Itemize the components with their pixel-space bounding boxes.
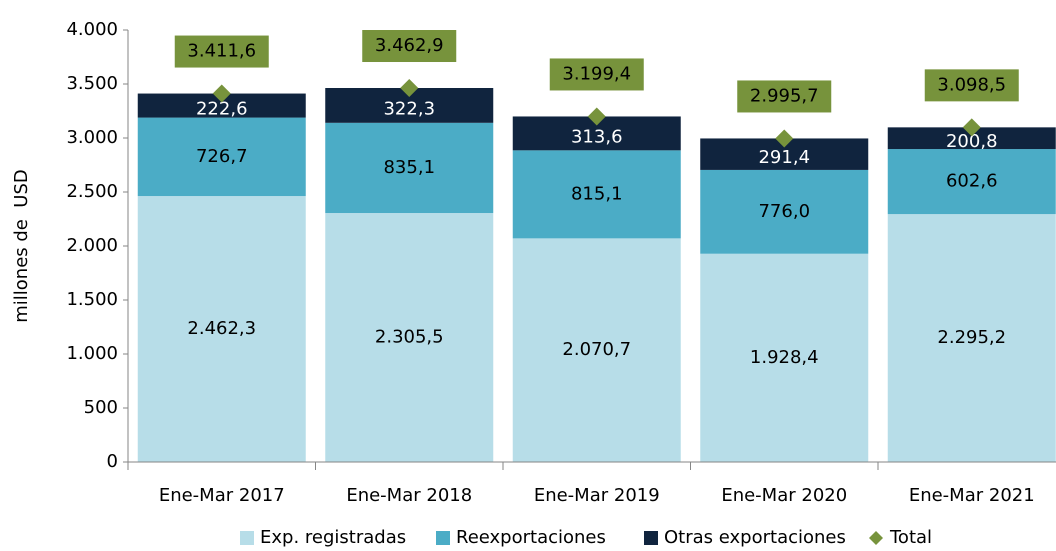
total-label: 3.462,9: [375, 35, 444, 56]
x-tick-label: Ene-Mar 2017: [159, 485, 285, 506]
total-label: 3.411,6: [187, 41, 256, 62]
legend-label: Otras exportaciones: [664, 527, 846, 548]
total-marker: [212, 84, 231, 103]
bar-segment: [700, 169, 869, 254]
y-tick-label: 2.000: [66, 235, 118, 256]
x-tick-label: Ene-Mar 2020: [721, 485, 847, 506]
legend-marker: [436, 531, 450, 545]
y-tick-label: 3.500: [66, 73, 118, 94]
legend-marker: [240, 531, 254, 545]
total-label: 2.995,7: [750, 85, 819, 106]
label-box: [924, 69, 1019, 102]
bar-segment: [512, 238, 681, 462]
data-label: 291,4: [758, 147, 810, 168]
bar-segment: [887, 127, 1056, 150]
bar-segment: [137, 117, 306, 197]
label-box: [737, 80, 832, 113]
y-tick-label: 3.000: [66, 127, 118, 148]
bar-segment: [512, 150, 681, 239]
bar-segment: [325, 122, 494, 214]
legend-marker: [644, 531, 658, 545]
total-marker: [587, 107, 606, 126]
legend-label: Exp. registradas: [260, 527, 406, 548]
data-label: 602,6: [946, 171, 998, 192]
total-marker: [775, 129, 794, 148]
y-tick-label: 4.000: [66, 19, 118, 40]
data-label: 322,3: [383, 98, 435, 119]
data-label: 815,1: [571, 183, 623, 204]
bar-segment: [137, 196, 306, 462]
data-label: 2.295,2: [937, 327, 1006, 348]
total-label: 3.098,5: [937, 74, 1006, 95]
data-label: 222,6: [196, 99, 248, 120]
data-label: 2.305,5: [375, 327, 444, 348]
y-tick-label: 1.000: [66, 343, 118, 364]
data-label: 776,0: [758, 201, 810, 222]
bar-segment: [325, 213, 494, 462]
total-marker: [400, 79, 419, 98]
y-tick-label: 1.500: [66, 289, 118, 310]
label-box: [549, 58, 644, 91]
total-label: 3.199,4: [562, 63, 631, 84]
data-label: 726,7: [196, 146, 248, 167]
y-axis-label: millones de USD: [11, 169, 32, 323]
data-label: 2.070,7: [562, 339, 631, 360]
legend-label: Reexportaciones: [456, 527, 606, 548]
x-tick-label: Ene-Mar 2018: [346, 485, 472, 506]
x-tick-label: Ene-Mar 2019: [534, 485, 660, 506]
legend-marker: [869, 531, 883, 545]
total-marker: [962, 118, 981, 137]
data-label: 200,8: [946, 131, 998, 152]
bar-segment: [887, 214, 1056, 462]
y-tick-label: 500: [84, 397, 118, 418]
bar-segment: [700, 253, 869, 462]
data-label: 313,6: [571, 126, 623, 147]
legend: Exp. registradas Reexportaciones Otras exp…: [240, 527, 932, 548]
y-tick-label: 0: [107, 451, 118, 472]
data-label: 2.462,3: [187, 318, 256, 339]
bar-segment: [887, 149, 1056, 215]
data-label: 835,1: [383, 157, 435, 178]
x-tick-label: Ene-Mar 2021: [909, 485, 1035, 506]
data-label: 1.928,4: [750, 347, 819, 368]
label-box: [362, 30, 457, 63]
label-box: [174, 35, 269, 68]
legend-label: Total: [889, 527, 932, 548]
y-tick-label: 2.500: [66, 181, 118, 202]
